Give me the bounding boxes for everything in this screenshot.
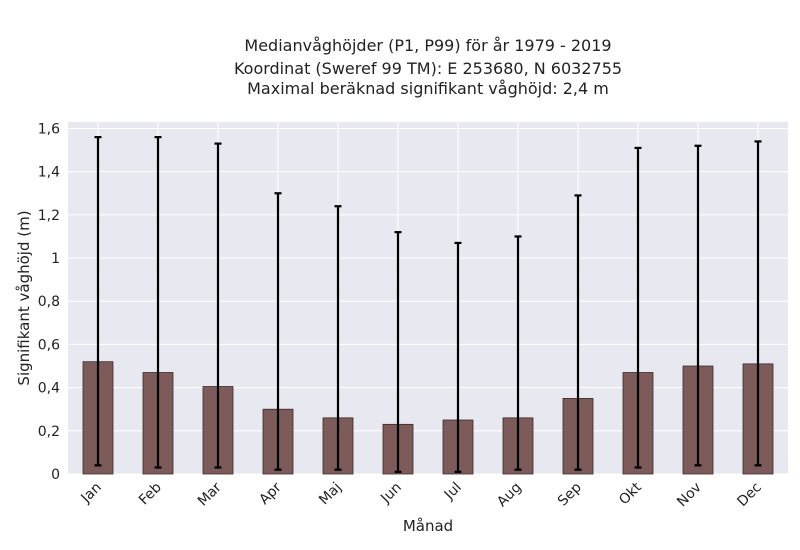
y-axis-label: Signifikant våghöjd (m) — [15, 210, 33, 385]
error-bar-jan — [94, 136, 102, 467]
error-bar-maj — [334, 205, 342, 471]
x-tick-label-dec: Dec — [734, 480, 764, 510]
x-tick-label-nov: Nov — [674, 480, 705, 511]
error-bar-apr — [274, 192, 282, 471]
error-bar-aug — [514, 235, 522, 471]
y-tick-label: 0,2 — [38, 424, 60, 440]
plot-background — [68, 122, 788, 474]
x-axis-label: Månad — [403, 517, 453, 535]
x-tick-label-jul: Jul — [441, 480, 465, 504]
error-bars — [94, 136, 762, 473]
x-tick-label-sep: Sep — [555, 479, 585, 509]
error-bar-jun — [394, 231, 402, 473]
error-bar-nov — [694, 144, 702, 467]
y-tick-label: 0,4 — [38, 381, 60, 397]
y-tick-label: 0,6 — [38, 337, 60, 353]
chart-title-line-2: Koordinat (Sweref 99 TM): E 253680, N 60… — [234, 59, 622, 78]
x-tick-label-aug: Aug — [494, 480, 525, 511]
error-bar-feb — [154, 136, 162, 469]
x-tick-label-jan: Jan — [78, 480, 105, 507]
chart-title-line-3: Maximal beräknad signifikant våghöjd: 2,… — [247, 79, 609, 98]
y-tick-label: 0,8 — [38, 294, 60, 310]
error-bar-mar — [214, 142, 222, 469]
x-tick-label-mar: Mar — [195, 479, 225, 509]
error-bar-sep — [574, 194, 582, 471]
x-tick-label-jun: Jun — [377, 480, 404, 507]
y-tick-label: 1,4 — [38, 165, 60, 181]
y-tick-label: 1 — [51, 251, 60, 267]
error-bar-dec — [754, 140, 762, 467]
x-tick-label-okt: Okt — [616, 479, 645, 508]
y-tick-label: 1,2 — [38, 208, 60, 224]
error-bar-jul — [454, 241, 462, 473]
y-tick-label: 1,6 — [38, 121, 60, 137]
x-tick-label-apr: Apr — [256, 479, 285, 508]
error-bar-okt — [634, 146, 642, 469]
x-tick-labels: Jan Feb Mar Apr Maj Jun Jul Aug Sep Okt Nov Dec — [78, 479, 765, 510]
x-tick-label-feb: Feb — [136, 479, 165, 508]
x-tick-label-maj: Maj — [316, 480, 345, 509]
y-tick-label: 0 — [51, 467, 60, 483]
chart-title-line-1: Medianvåghöjder (P1, P99) för år 1979 - … — [244, 36, 611, 55]
y-tick-labels: 0 0,2 0,4 0,6 0,8 1 1,2 1,4 1,6 — [38, 121, 60, 483]
